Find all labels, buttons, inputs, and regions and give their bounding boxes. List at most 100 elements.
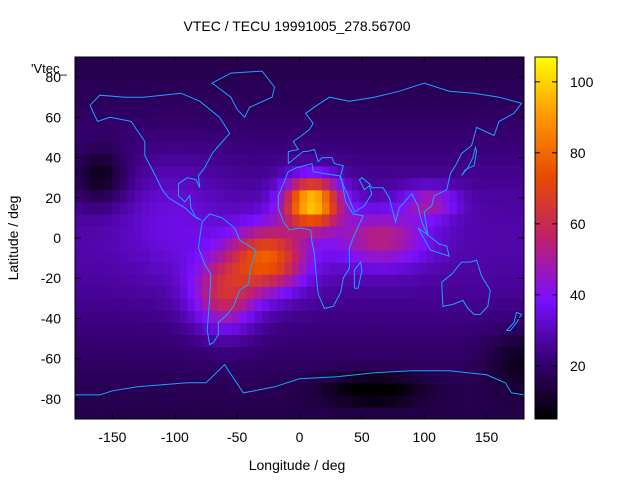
heatmap-cell (441, 177, 450, 191)
heatmap-cell (389, 334, 398, 348)
heatmap-cell (262, 346, 271, 360)
heatmap-cell (142, 225, 151, 239)
heatmap-cell (104, 225, 114, 239)
heatmap-cell (441, 382, 450, 396)
heatmap-cell (262, 213, 271, 227)
heatmap-cell (292, 310, 301, 324)
heatmap-cell (344, 274, 353, 287)
heatmap-cell (247, 394, 256, 408)
heatmap-cell (329, 81, 338, 94)
heatmap-cell (179, 57, 188, 70)
heatmap-cell (149, 225, 158, 239)
heatmap-cell (449, 310, 458, 324)
heatmap-cell (112, 213, 121, 227)
heatmap-cell (142, 262, 151, 275)
heatmap-cell (187, 286, 196, 299)
heatmap-cell (142, 382, 151, 396)
heatmap-cell (202, 213, 211, 227)
heatmap-cell (321, 141, 331, 155)
heatmap-cell (479, 394, 488, 408)
heatmap-cell (329, 201, 338, 215)
heatmap-cell (419, 322, 428, 336)
heatmap-cell (217, 177, 226, 191)
heatmap-cell (374, 310, 383, 324)
heatmap-cell (389, 153, 398, 167)
heatmap-cell (374, 250, 383, 263)
heatmap-cell (344, 93, 353, 106)
heatmap-cell (389, 298, 398, 311)
heatmap-cell (157, 57, 166, 70)
heatmap-cell (404, 201, 413, 215)
heatmap-cell (269, 286, 278, 299)
heatmap-cell (179, 334, 188, 348)
heatmap-cell (366, 105, 375, 118)
heatmap-cell (247, 286, 256, 299)
heatmap-cell (217, 238, 226, 251)
heatmap-cell (247, 129, 256, 143)
heatmap-cell (351, 406, 360, 419)
heatmap-cell (172, 213, 181, 227)
heatmap-cell (456, 105, 465, 118)
heatmap-cell (119, 189, 128, 203)
heatmap-cell (381, 250, 390, 263)
coastline-north-america (89, 92, 231, 221)
heatmap-cell (426, 177, 435, 191)
heatmap-cell (419, 250, 428, 263)
heatmap-cell (89, 382, 99, 396)
heatmap-cell (456, 346, 465, 360)
heatmap-cell (172, 346, 181, 360)
heatmap-cell (172, 334, 181, 348)
heatmap-cell (359, 274, 368, 287)
heatmap-cell (284, 57, 293, 70)
heatmap-cell (314, 274, 323, 287)
heatmap-cell (479, 57, 488, 70)
heatmap-cell (187, 382, 196, 396)
heatmap-cell (277, 274, 286, 287)
heatmap-cell (194, 250, 203, 263)
heatmap-cell (112, 406, 121, 419)
heatmap-cell (351, 57, 360, 70)
heatmap-cell (269, 213, 278, 227)
heatmap-cell (262, 262, 271, 275)
heatmap-cell (82, 177, 91, 191)
heatmap-cell (232, 201, 241, 215)
colorbar-tick-label: 20 (570, 358, 586, 374)
heatmap-cell (172, 322, 181, 336)
heatmap-cell (82, 310, 91, 324)
heatmap-cell (277, 382, 286, 396)
coastline-eurasia (287, 82, 523, 237)
heatmap-cell (456, 298, 465, 311)
heatmap-cell (396, 286, 405, 299)
heatmap-cell (471, 201, 480, 215)
heatmap-cell (381, 334, 390, 348)
heatmap-cell (134, 286, 143, 299)
heatmap-cell (344, 213, 353, 227)
colorbar-tick-label: 60 (570, 216, 586, 232)
heatmap-cell (344, 262, 353, 275)
heatmap-cell (217, 117, 226, 130)
heatmap-cell (82, 298, 91, 311)
coastline-indonesia (417, 227, 450, 257)
heatmap-cell (262, 129, 271, 143)
heatmap-cell (164, 117, 173, 130)
heatmap-cell (299, 310, 308, 324)
heatmap-cell (411, 238, 420, 251)
heatmap-cell (232, 105, 241, 118)
coastline-new-zealand (506, 311, 523, 331)
heatmap-cell (381, 394, 390, 408)
heatmap-cell (209, 394, 218, 408)
heatmap-cell (426, 262, 435, 275)
heatmap-cell (389, 117, 398, 130)
heatmap-cell (321, 382, 331, 396)
heatmap-cell (172, 105, 181, 118)
heatmap-cell (419, 406, 428, 419)
heatmap-cell (119, 165, 128, 179)
heatmap-cell (299, 177, 308, 191)
heatmap-cell (516, 213, 524, 227)
heatmap-cell (456, 201, 465, 215)
heatmap-cell (179, 358, 188, 372)
heatmap-cell (112, 117, 121, 130)
heatmap-cell (172, 250, 181, 263)
heatmap-cell (277, 238, 286, 251)
heatmap-cell (179, 117, 188, 130)
